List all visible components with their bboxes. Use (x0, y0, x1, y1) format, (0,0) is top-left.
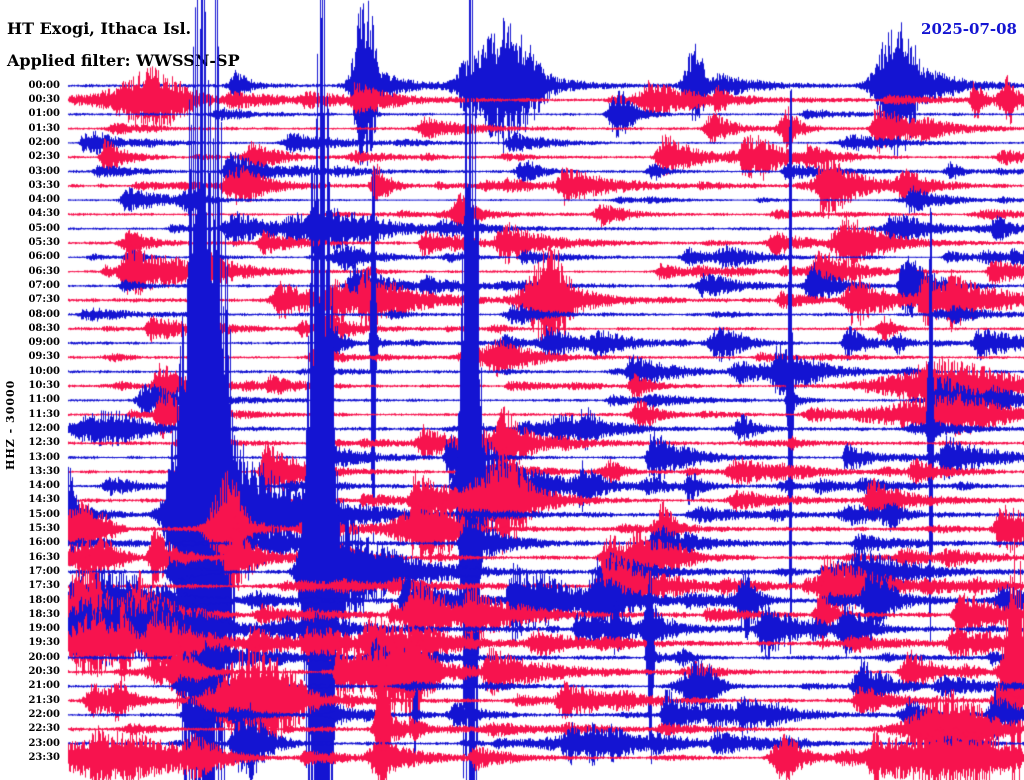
helicorder-page: HT Exogi, Ithaca Isl. Applied filter: WW… (0, 0, 1024, 780)
seismogram-traces-canvas (0, 0, 1024, 780)
